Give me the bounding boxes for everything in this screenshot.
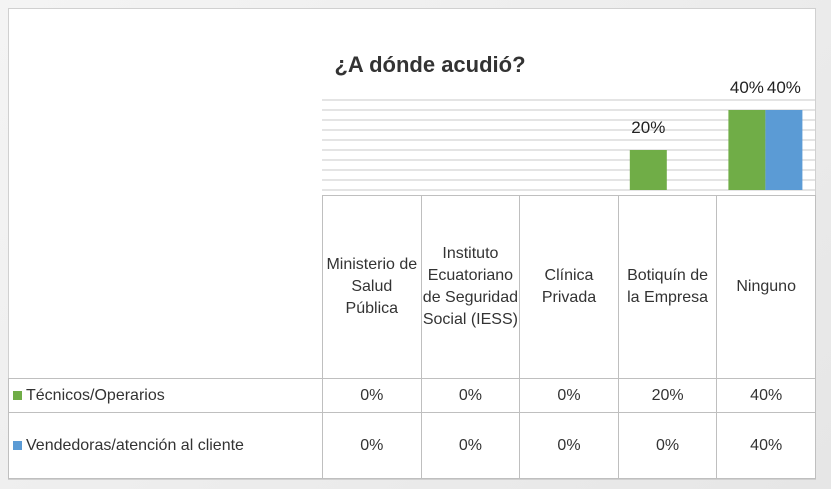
data-label: 40%	[730, 78, 764, 97]
data-label: 40%	[767, 78, 801, 97]
category-label: Ninguno	[716, 195, 816, 379]
chart-area	[8, 8, 816, 480]
table-value: 0%	[519, 378, 619, 413]
legend-key	[13, 441, 22, 450]
table-value: 0%	[617, 412, 718, 479]
bar	[728, 110, 766, 190]
table-value: 0%	[322, 378, 422, 413]
table-value: 0%	[420, 378, 521, 413]
legend-entry: Técnicos/Operarios	[8, 378, 323, 413]
legend-key	[13, 391, 22, 400]
bar	[629, 150, 667, 190]
table-value: 0%	[322, 412, 422, 479]
legend-label: Técnicos/Operarios	[26, 386, 165, 404]
bar	[765, 110, 803, 190]
category-label: Clínica Privada	[519, 195, 619, 379]
table-value: 40%	[716, 378, 816, 413]
category-label: Ministerio de Salud Pública	[322, 195, 422, 379]
chart-title: ¿A dónde acudió?	[334, 52, 525, 77]
category-label: Botiquín de la Empresa	[617, 195, 718, 379]
table-value: 40%	[716, 412, 816, 479]
category-label: Instituto Ecuatoriano de Seguridad Socia…	[420, 195, 521, 379]
table-value: 0%	[519, 412, 619, 479]
table-value: 0%	[420, 412, 521, 479]
data-label: 20%	[631, 118, 665, 137]
table-value: 20%	[617, 378, 718, 413]
legend-label: Vendedoras/atención al cliente	[26, 436, 244, 454]
legend-entry: Vendedoras/atención al cliente	[8, 412, 323, 479]
